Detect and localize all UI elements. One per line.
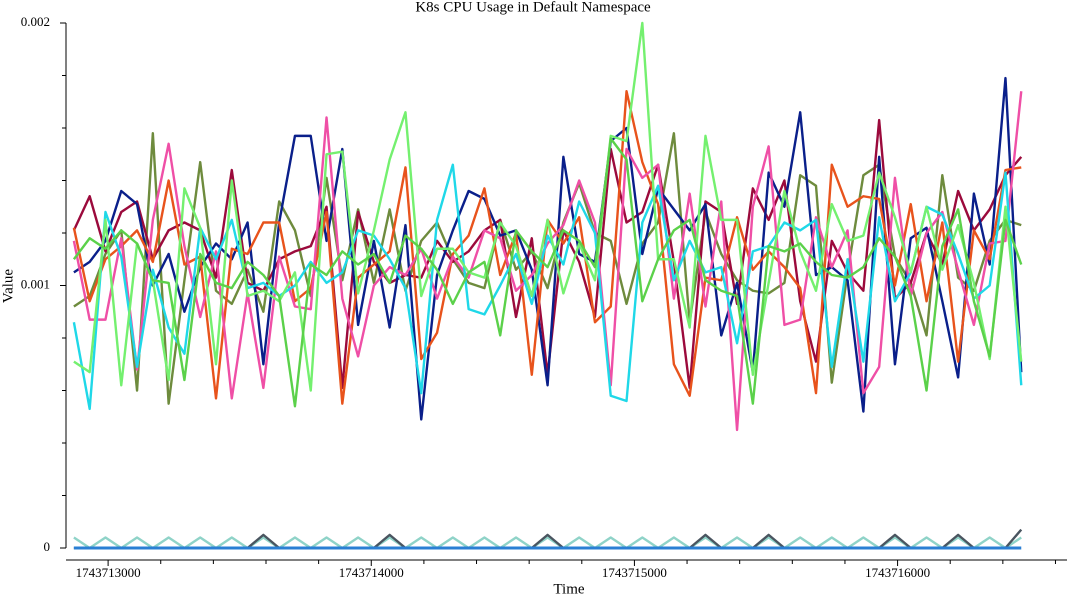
y-tick-label: 0.001: [21, 276, 50, 291]
series-line: [72, 91, 1023, 432]
y-tick-label: 0: [44, 539, 51, 554]
series-line: [72, 163, 1023, 411]
series-line: [73, 21, 1023, 392]
x-axis-label: Time: [553, 581, 584, 597]
series-line: [72, 137, 1023, 408]
x-tick-label: 1743714000: [339, 565, 404, 580]
x-tick-label: 1743716000: [865, 565, 930, 580]
series-line: [73, 132, 1022, 405]
x-tick-label: 1743713000: [76, 565, 141, 580]
y-axis-label: Value: [0, 269, 16, 303]
series-line: [73, 536, 1022, 550]
x-tick-label: 1743715000: [602, 565, 667, 580]
y-tick-label: 0.002: [21, 14, 50, 29]
chart-title: K8s CPU Usage in Default Namespace: [415, 0, 651, 15]
